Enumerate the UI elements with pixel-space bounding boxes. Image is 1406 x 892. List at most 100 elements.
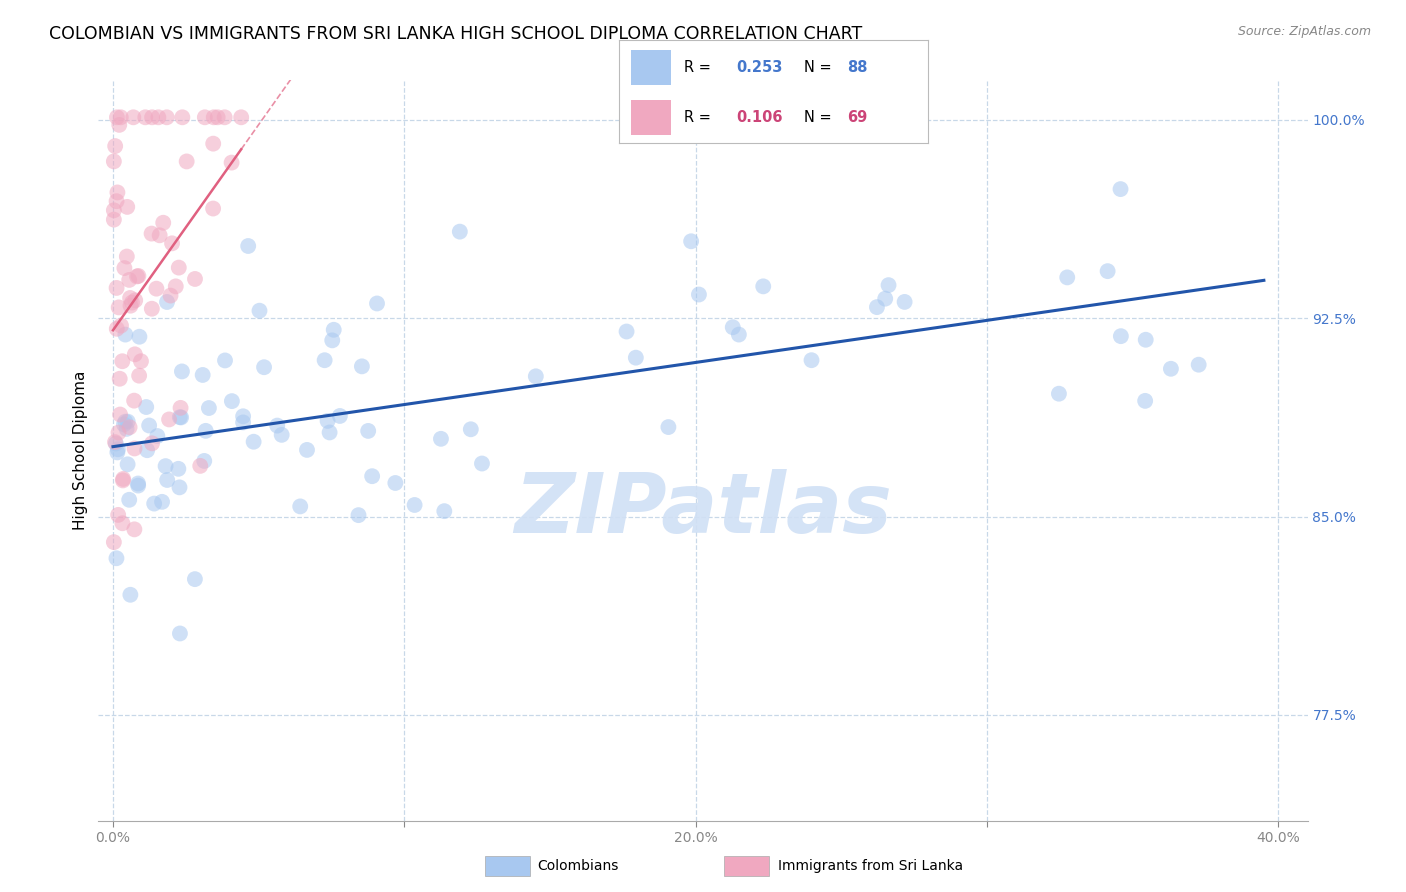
Text: 0.253: 0.253 [737,61,783,75]
Point [449,225,471,239]
Point [135,400,157,414]
Point [524,369,547,384]
Point [112,472,135,486]
Point [110,318,132,333]
Point [295,442,318,457]
Point [169,410,191,425]
Point [242,434,264,449]
Point [127,476,149,491]
Point [184,572,207,586]
Point [112,261,135,276]
Point [152,216,174,230]
Point [322,323,344,337]
Point [221,394,243,409]
Point [616,325,638,339]
Point [110,111,132,125]
Point [125,269,148,284]
Point [160,236,183,251]
Point [202,202,225,216]
Bar [631,50,671,86]
Text: Immigrants from Sri Lanka: Immigrants from Sri Lanka [778,859,963,873]
Point [103,154,125,169]
Point [156,111,179,125]
Point [141,301,163,316]
Point [232,416,254,430]
Bar [631,100,671,135]
Point [145,282,167,296]
Point [430,432,453,446]
Point [105,322,128,336]
Point [105,551,128,566]
Point [124,522,146,536]
Point [138,418,160,433]
Point [207,111,229,125]
Point [688,287,710,301]
Point [266,418,288,433]
Point [118,420,141,434]
Point [115,250,138,264]
Point [681,234,703,248]
Text: ZIPatlas: ZIPatlas [515,469,891,550]
Point [104,435,127,450]
Point [107,508,129,522]
Point [118,273,141,287]
Point [104,139,127,153]
Point [1133,393,1156,408]
Point [128,368,150,383]
Point [103,535,125,549]
Text: Source: ZipAtlas.com: Source: ZipAtlas.com [1237,25,1371,38]
Point [384,475,406,490]
Point [117,415,139,429]
Point [103,212,125,227]
Point [107,425,129,440]
Point [194,111,217,125]
Point [136,443,159,458]
Point [176,154,198,169]
Point [214,111,236,125]
Point [1047,386,1070,401]
Point [318,425,340,440]
Point [129,354,152,368]
Point [893,294,915,309]
Point [270,427,292,442]
Point [866,300,889,314]
Text: 88: 88 [848,61,868,75]
Point [115,200,138,214]
Point [316,414,339,428]
Point [1109,329,1132,343]
Point [128,329,150,343]
Point [157,412,180,426]
Point [1160,361,1182,376]
Text: 69: 69 [848,110,868,125]
Point [357,424,380,438]
Text: Colombians: Colombians [537,859,619,873]
Point [1109,182,1132,196]
Point [169,626,191,640]
Point [350,359,373,374]
Point [141,227,163,241]
Point [214,353,236,368]
Point [221,155,243,169]
Text: N =: N = [804,110,837,125]
Point [118,492,141,507]
Point [146,429,169,443]
Point [104,436,127,450]
Point [1188,358,1211,372]
Point [460,422,482,436]
Point [156,473,179,487]
Point [752,279,775,293]
Point [202,136,225,151]
Point [148,111,170,125]
Point [127,478,149,492]
Point [103,203,125,218]
Point [167,462,190,476]
Point [624,351,647,365]
Point [111,474,134,488]
Point [321,334,343,348]
Point [107,301,129,315]
Point [114,327,136,342]
Text: 0.106: 0.106 [737,110,783,125]
Point [112,417,135,432]
Point [134,111,156,125]
Point [105,194,128,209]
